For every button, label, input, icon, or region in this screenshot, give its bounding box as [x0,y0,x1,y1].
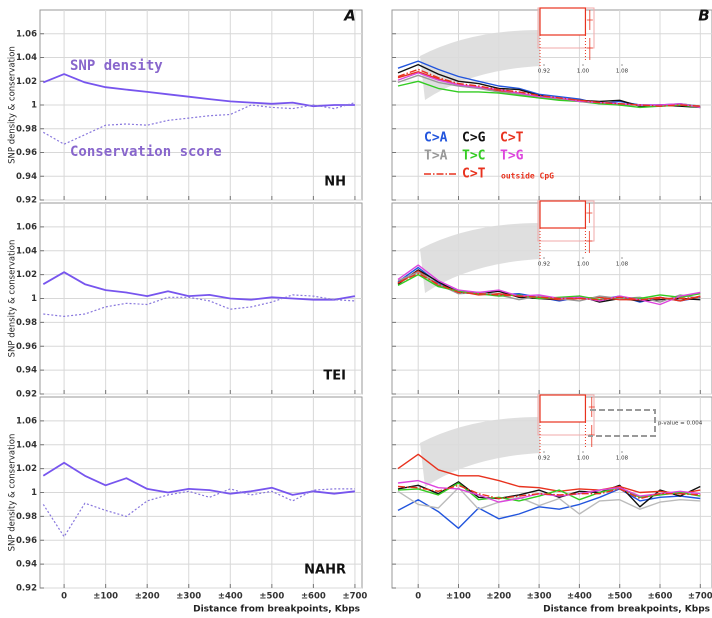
x-tick-label: ±600 [301,592,326,602]
inset-tick-label: 1.08 [616,262,629,268]
y-tick-label: 1.04 [16,440,37,450]
y-tick-label: 0.94 [16,366,37,376]
x-tick-label: ±700 [342,592,367,602]
y-tick-label: 1.06 [16,29,37,39]
series-line [397,484,701,500]
y-tick-label: 1.02 [16,77,37,87]
x-tick-label: ±100 [93,592,118,602]
series-line [397,80,701,109]
legend-qualifier: outside CpG [501,171,554,181]
inset-bar [539,394,587,423]
inset-marker [586,203,593,253]
panel-title: TEI [323,369,346,384]
y-tick-label: 1.02 [16,464,37,474]
y-tick-label: 0.92 [16,390,37,400]
y-tick-label: 0.94 [16,172,37,182]
y-tick-label: 0.96 [16,536,37,546]
panel-label: B [698,7,709,25]
series-line [397,272,701,301]
series-line [397,264,701,306]
inset-marker [588,397,595,447]
legend-label: T>G [500,149,524,164]
series-line [397,487,701,515]
series-label: Conservation score [70,144,222,160]
y-tick-label: 0.92 [16,584,37,594]
legend-label: C>T [462,167,486,182]
y-tick-label: 1 [31,101,37,111]
y-tick-label: 1 [31,294,37,304]
series-line [397,68,701,107]
series-line [42,271,356,301]
y-tick-label: 0.98 [16,512,37,522]
x-tick-label: ±200 [486,592,511,602]
series-line [397,453,701,495]
series-label: SNP density [70,58,163,74]
y-tick-label: 1 [31,488,37,498]
x-tick-label: ±300 [176,592,201,602]
inset-tick-label: 1.00 [577,262,590,268]
x-tick-label: 0 [61,592,67,602]
y-tick-label: 1.02 [16,270,37,280]
x-axis-label: Distance from breakpoints, Kbps [543,605,710,615]
p-bracket [588,409,656,437]
annotation: p-value = 0.004 [658,421,703,427]
y-tick-label: 0.98 [16,318,37,328]
x-tick-label: 0 [415,592,421,602]
x-tick-label: ±200 [135,592,160,602]
y-tick-label: 1.06 [16,416,37,426]
x-tick-label: ±600 [648,592,673,602]
legend-label: C>A [424,131,448,146]
panel-title: NH [324,175,346,190]
y-axis-label: SNP density & conservation [8,46,18,164]
legend-label: C>G [462,131,486,146]
series-line [42,461,356,496]
series-line [42,73,355,108]
series-line [43,294,355,317]
legend-label: T>C [462,149,485,164]
inset-marker [586,10,593,60]
panel-title: NAHR [304,563,346,578]
x-tick-label: ±400 [218,592,243,602]
legend-label: C>T [500,131,524,146]
y-axis-label: SNP density & conservation [8,434,18,552]
funnel [420,417,540,487]
y-tick-label: 0.94 [16,560,37,570]
y-tick-label: 0.96 [16,342,37,352]
inset-tick-label: 1.00 [577,456,590,462]
x-tick-label: ±500 [259,592,284,602]
y-tick-label: 1.06 [16,222,37,232]
y-tick-label: 0.98 [16,124,37,134]
x-tick-label: ±400 [567,592,592,602]
y-axis-label: SNP density & conservation [8,240,18,358]
inset-bar [539,200,587,229]
legend-label: T>A [424,149,448,164]
inset-tick-label: 0.92 [538,262,550,268]
y-tick-label: 0.96 [16,148,37,158]
panel-label: A [343,7,356,25]
series-line [42,488,355,538]
y-tick-label: 0.92 [16,196,37,206]
y-tick-label: 1.04 [16,53,37,63]
inset-tick-label: 0.92 [538,456,550,462]
inset-tick-label: 1.08 [616,69,629,75]
inset-tick-label: 1.00 [577,69,590,75]
x-tick-label: ±300 [527,592,552,602]
inset-tick-label: 0.92 [538,69,550,75]
x-axis-label: Distance from breakpoints, Kbps [193,605,360,615]
x-tick-label: ±500 [607,592,632,602]
y-tick-label: 1.04 [16,246,37,256]
inset-bar [539,7,587,36]
x-tick-label: ±700 [688,592,712,602]
inset-tick-label: 1.08 [616,456,629,462]
x-tick-label: ±100 [446,592,471,602]
funnel [420,223,540,293]
